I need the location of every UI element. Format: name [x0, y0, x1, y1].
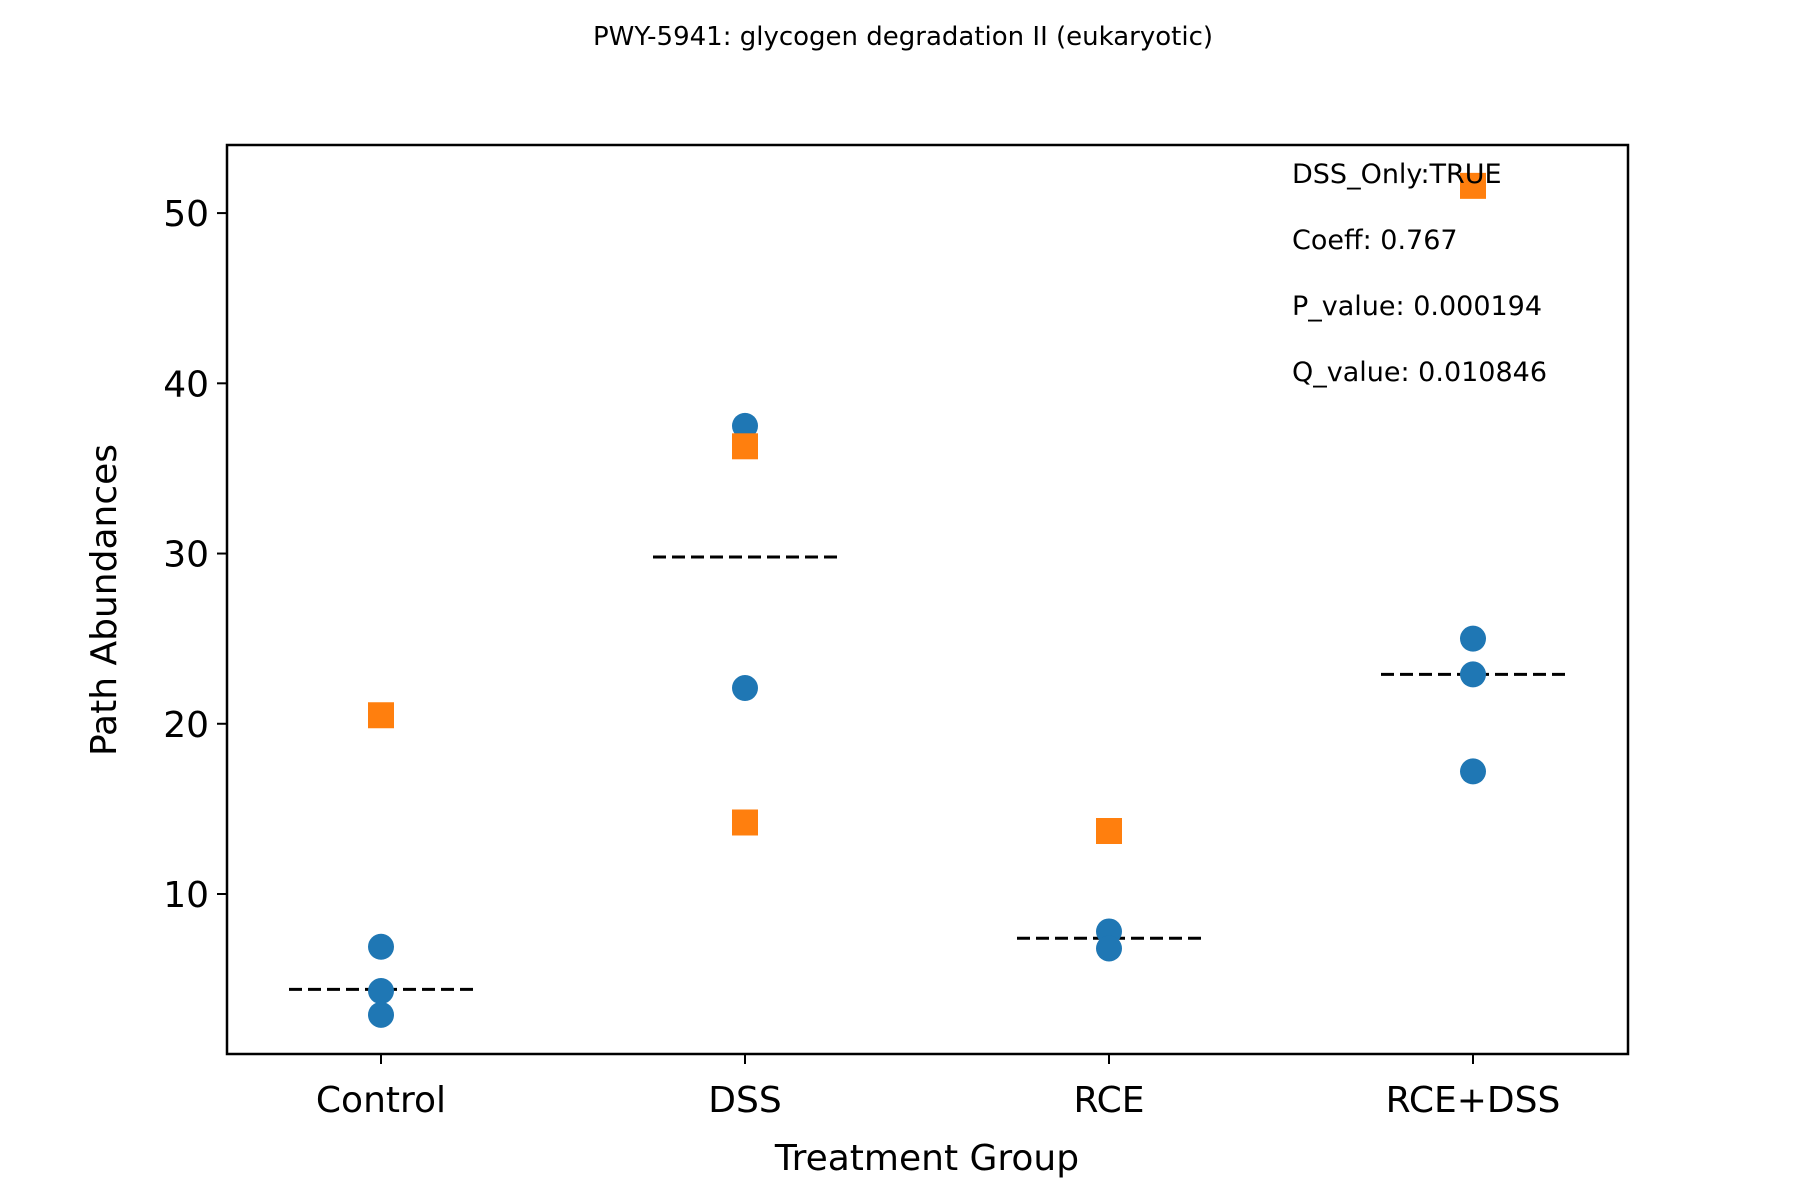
data-point-square	[368, 702, 394, 729]
data-point-square	[1096, 818, 1122, 845]
x-tick-label: RCE+DSS	[1386, 1080, 1561, 1121]
stat-annotation: Q_value: 0.010846	[1292, 357, 1547, 388]
axes-layer: 10 20 30 40 50 Control DSS RCE RCE+DSS	[163, 194, 1560, 1121]
y-tick-label: 20	[163, 705, 209, 746]
data-point-circle	[732, 675, 758, 702]
y-axis-label: Path Abundances	[84, 444, 125, 756]
y-tick-label: 50	[163, 194, 209, 235]
data-point-square	[732, 809, 758, 836]
y-tick-label: 30	[163, 535, 209, 576]
data-point-square	[732, 433, 758, 460]
data-point-circle	[368, 978, 394, 1005]
marks-layer	[289, 172, 1565, 1028]
data-point-circle	[1460, 625, 1486, 652]
x-tick-label: Control	[316, 1080, 446, 1121]
data-point-circle	[1460, 661, 1486, 688]
annotation-layer: DSS_Only:TRUE Coeff: 0.767 P_value: 0.0001…	[1292, 159, 1547, 388]
x-tick-label: DSS	[708, 1080, 781, 1121]
data-point-circle	[368, 933, 394, 960]
data-point-circle	[732, 412, 758, 439]
stat-annotation: DSS_Only:TRUE	[1292, 159, 1502, 190]
data-point-circle	[368, 1001, 394, 1028]
y-tick-label: 40	[163, 364, 209, 405]
x-tick-label: RCE	[1073, 1080, 1144, 1121]
plot-frame	[225, 143, 1630, 1056]
y-tick-label: 10	[163, 875, 209, 916]
data-point-circle	[1096, 935, 1122, 962]
data-point-square	[1460, 172, 1486, 199]
stat-annotation: P_value: 0.000194	[1292, 291, 1542, 322]
x-axis-label: Treatment Group	[774, 1138, 1079, 1179]
chart-title: PWY-5941: glycogen degradation II (eukar…	[593, 22, 1213, 52]
stat-annotation: Coeff: 0.767	[1292, 225, 1458, 256]
data-point-circle	[1460, 758, 1486, 785]
